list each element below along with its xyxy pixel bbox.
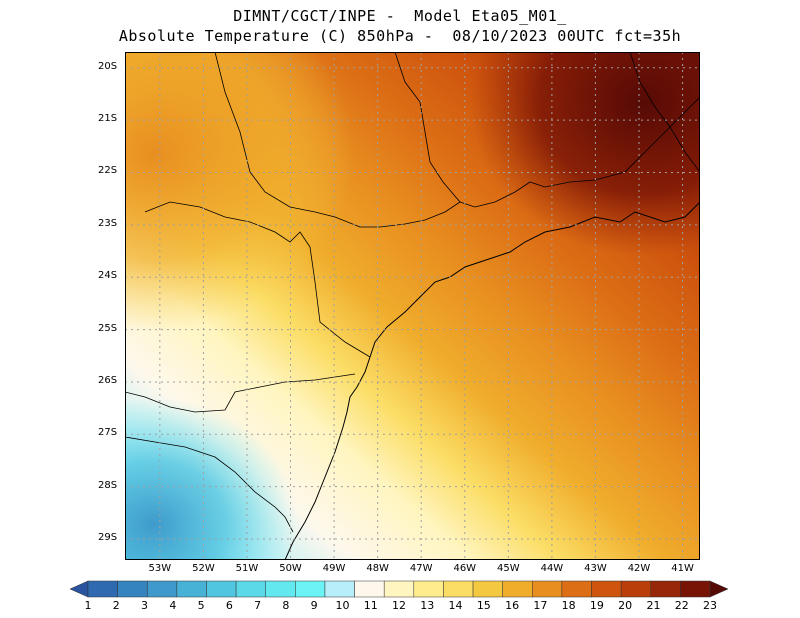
title-line-1: DIMNT/CGCT/INPE - Model Eta05_M01_: [233, 7, 567, 25]
colorbar-swatch: [87, 580, 118, 598]
colorbar-swatch: [502, 580, 533, 598]
colorbar-label: 20: [618, 599, 633, 612]
colorbar-label: 23: [703, 599, 717, 612]
colorbar-label: 6: [225, 599, 233, 612]
latitude-label: 24S: [98, 270, 118, 282]
colorbar-label: 11: [363, 599, 378, 612]
colorbar-swatch: [295, 580, 326, 598]
longitude-label: 52W: [192, 563, 215, 574]
colorbar-swatch: [265, 580, 296, 598]
latitude-label: 25S: [98, 322, 118, 334]
latitude-label: 23S: [98, 217, 118, 229]
longitude-label: 42W: [627, 563, 651, 574]
longitude-label: 53W: [148, 563, 172, 574]
colorbar-label: 18: [561, 599, 576, 612]
map-frame: [125, 52, 700, 560]
colorbar-swatch: [650, 580, 681, 598]
state-border: [125, 373, 356, 413]
longitude-label: 51W: [235, 563, 259, 574]
colorbar-swatch: [591, 580, 622, 598]
colorbar-swatch: [620, 580, 652, 598]
colorbar-label: 7: [254, 599, 262, 612]
colorbar-swatch: [472, 580, 503, 598]
grid-lines: [125, 52, 700, 560]
colorbar-swatch: [709, 580, 729, 598]
latitude-label: 22S: [98, 165, 118, 177]
colorbar: [70, 580, 729, 598]
colorbar-swatch: [680, 580, 711, 598]
colorbar-swatch: [146, 580, 178, 598]
colorbar-swatch: [413, 580, 444, 598]
longitude-label: 48W: [366, 563, 389, 574]
colorbar-swatch: [235, 580, 266, 598]
colorbar-swatch: [117, 580, 148, 598]
colorbar-label: 1: [84, 599, 92, 612]
latitude-label: 29S: [98, 532, 118, 544]
longitude-label: 49W: [322, 563, 346, 574]
coastline: [284, 201, 700, 560]
longitude-label: 43W: [584, 563, 607, 574]
title-line-2: Absolute Temperature (C) 850hPa - 08/10/…: [118, 27, 682, 45]
longitude-label: 44W: [540, 563, 564, 574]
state-border: [125, 436, 294, 533]
colorbar-swatch: [176, 580, 207, 598]
colorbar-swatch: [206, 580, 237, 598]
temperature-map: [125, 52, 700, 560]
latitude-label: 26S: [98, 374, 118, 386]
colorbar-swatch: [383, 580, 415, 598]
colorbar-label: 3: [141, 599, 149, 612]
colorbar-swatch: [532, 580, 563, 598]
latitude-label: 21S: [98, 113, 118, 125]
south-cold-core: [125, 52, 700, 560]
colorbar-label: 17: [533, 599, 548, 612]
latitude-label: 28S: [98, 479, 118, 491]
colorbar-label: 21: [646, 599, 661, 612]
colorbar-label: 10: [335, 599, 350, 612]
colorbar-label: 5: [197, 599, 205, 612]
colorbar-label: 19: [589, 599, 604, 612]
longitude-label: 46W: [453, 563, 477, 574]
state-border: [144, 201, 371, 358]
longitude-label: 45W: [497, 563, 520, 574]
colorbar-label: 2: [112, 599, 120, 612]
colorbar-label: 22: [674, 599, 689, 612]
colorbar-label: 15: [476, 599, 491, 612]
longitude-label: 47W: [409, 563, 433, 574]
colorbar-label: 8: [282, 599, 290, 612]
state-border: [394, 52, 700, 208]
colorbar-swatch: [324, 580, 355, 598]
longitude-label: 41W: [671, 563, 694, 574]
colorbar-label: 12: [392, 599, 406, 612]
colorbar-label: 16: [505, 599, 520, 612]
latitude-label: 20S: [98, 60, 118, 72]
colorbar-swatch: [354, 580, 385, 598]
colorbar-label: 9: [310, 599, 318, 612]
colorbar-swatch: [561, 580, 592, 598]
colorbar-swatch: [443, 580, 474, 598]
latitude-label: 27S: [98, 427, 118, 439]
colorbar-label: 4: [169, 599, 177, 612]
state-border: [629, 52, 700, 173]
longitude-label: 50W: [279, 563, 302, 574]
map-canvas: [125, 52, 700, 560]
colorbar-label: 14: [448, 599, 463, 612]
colorbar-swatch: [70, 580, 89, 598]
colorbar-label: 13: [420, 599, 435, 612]
